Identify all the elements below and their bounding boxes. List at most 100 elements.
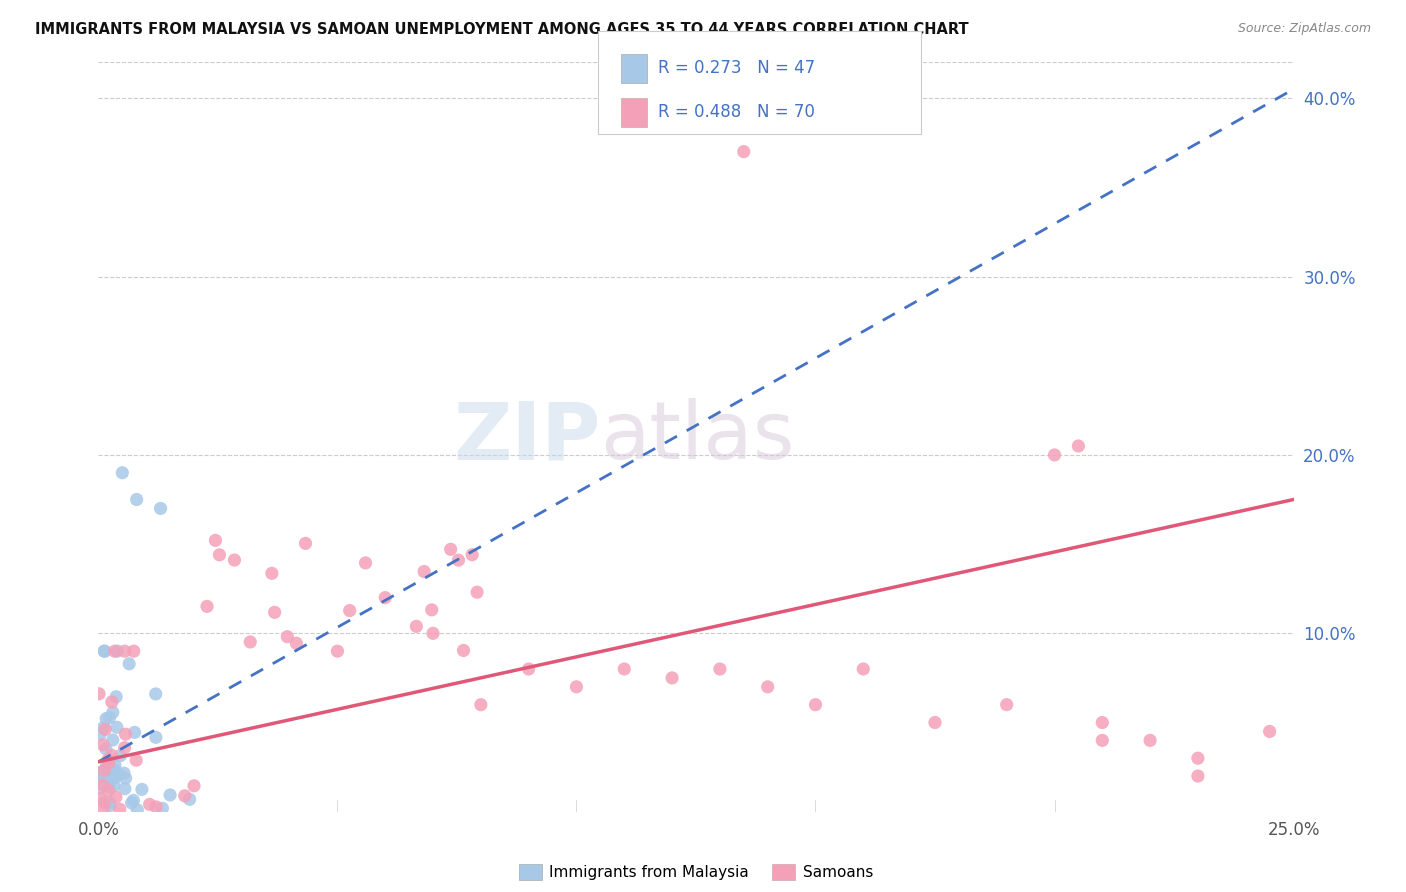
Point: [145, 731, 167, 745]
Point: [339, 603, 361, 617]
Point: [91, 778, 114, 792]
Point: [440, 542, 463, 557]
Point: [103, 763, 125, 777]
Point: [97, 758, 120, 772]
Point: [89, 770, 111, 784]
Point: [374, 591, 396, 605]
Point: [125, 753, 148, 767]
Point: [413, 565, 436, 579]
Text: R = 0.273   N = 47: R = 0.273 N = 47: [658, 60, 815, 78]
Point: [104, 644, 127, 658]
Point: [114, 740, 136, 755]
Point: [183, 779, 205, 793]
Point: [112, 766, 135, 780]
Point: [98, 711, 121, 725]
Point: [101, 706, 124, 720]
Point: [98, 780, 121, 795]
Point: [100, 748, 122, 763]
Point: [105, 690, 128, 704]
Point: [87, 687, 110, 701]
Point: [1091, 733, 1114, 747]
Legend: Immigrants from Malaysia, Samoans: Immigrants from Malaysia, Samoans: [513, 858, 879, 887]
Point: [1139, 733, 1161, 747]
Point: [110, 748, 132, 763]
Point: [173, 789, 195, 803]
Point: [1258, 724, 1281, 739]
Point: [114, 781, 136, 796]
Point: [101, 772, 124, 786]
Point: [124, 725, 146, 739]
Point: [924, 715, 946, 730]
Point: [285, 636, 308, 650]
Point: [159, 788, 181, 802]
Point: [239, 635, 262, 649]
Point: [453, 643, 475, 657]
Point: [97, 756, 120, 770]
Point: [565, 680, 588, 694]
Point: [260, 566, 283, 581]
Point: [93, 644, 115, 658]
Point: [125, 492, 148, 507]
Point: [179, 792, 201, 806]
Point: [422, 626, 444, 640]
Point: [98, 796, 121, 810]
Point: [131, 782, 153, 797]
Point: [107, 644, 129, 658]
Point: [101, 733, 124, 747]
Point: [465, 585, 488, 599]
Point: [152, 801, 174, 815]
Point: [208, 548, 231, 562]
Point: [447, 553, 470, 567]
Point: [661, 671, 683, 685]
Point: [97, 783, 120, 797]
Text: atlas: atlas: [600, 398, 794, 476]
Point: [470, 698, 492, 712]
Point: [995, 698, 1018, 712]
Point: [517, 662, 540, 676]
Point: [96, 771, 118, 785]
Point: [195, 599, 218, 614]
Point: [709, 662, 731, 676]
Point: [276, 630, 298, 644]
Point: [97, 752, 120, 766]
Point: [104, 758, 127, 772]
Point: [1067, 439, 1090, 453]
Point: [122, 793, 145, 807]
Point: [294, 536, 316, 550]
Point: [114, 727, 136, 741]
Point: [104, 790, 127, 805]
Point: [118, 657, 141, 671]
Point: [149, 501, 172, 516]
Point: [104, 771, 127, 785]
Point: [127, 803, 149, 817]
Point: [107, 767, 129, 781]
Point: [89, 766, 111, 780]
Point: [103, 779, 125, 793]
Point: [93, 720, 115, 734]
Point: [101, 695, 124, 709]
Point: [93, 796, 115, 810]
Point: [461, 548, 484, 562]
Text: IMMIGRANTS FROM MALAYSIA VS SAMOAN UNEMPLOYMENT AMONG AGES 35 TO 44 YEARS CORREL: IMMIGRANTS FROM MALAYSIA VS SAMOAN UNEMP…: [35, 22, 969, 37]
Point: [98, 798, 121, 813]
Point: [94, 712, 117, 726]
Point: [90, 764, 112, 779]
Point: [733, 145, 755, 159]
Point: [1043, 448, 1066, 462]
Point: [138, 797, 160, 812]
Point: [103, 765, 125, 780]
Point: [91, 801, 114, 815]
Point: [1187, 751, 1209, 765]
Point: [105, 720, 128, 734]
Point: [263, 605, 285, 619]
Point: [114, 644, 136, 658]
Point: [420, 603, 443, 617]
Point: [89, 727, 111, 741]
Point: [93, 644, 115, 658]
Point: [93, 764, 115, 778]
Point: [94, 742, 117, 756]
Point: [756, 680, 779, 694]
Point: [145, 687, 167, 701]
Point: [87, 781, 110, 796]
Point: [804, 698, 827, 712]
